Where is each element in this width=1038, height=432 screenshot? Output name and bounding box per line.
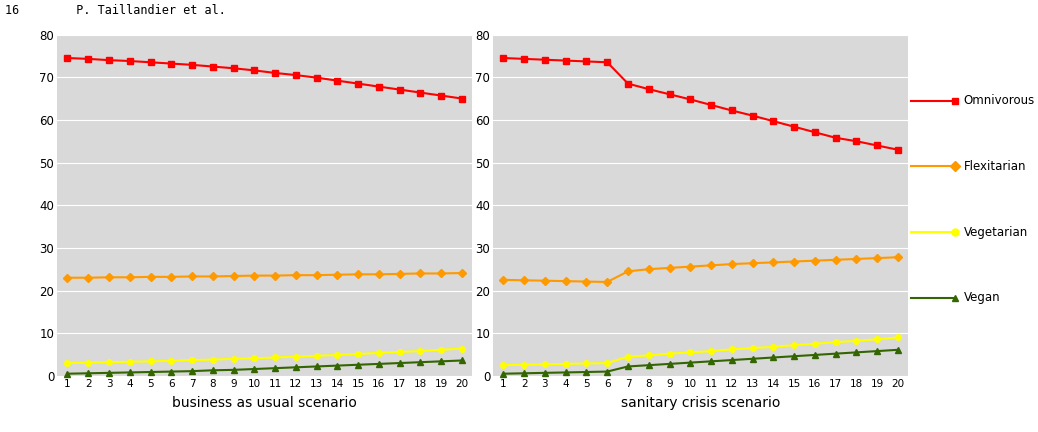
X-axis label: business as usual scenario: business as usual scenario (172, 396, 357, 410)
Text: Vegan: Vegan (963, 291, 1001, 304)
Text: Vegetarian: Vegetarian (963, 226, 1028, 238)
Text: Flexitarian: Flexitarian (963, 160, 1027, 173)
X-axis label: sanitary crisis scenario: sanitary crisis scenario (621, 396, 781, 410)
Text: 16        P. Taillandier et al.: 16 P. Taillandier et al. (5, 4, 226, 17)
Text: Omnivorous: Omnivorous (963, 94, 1035, 108)
